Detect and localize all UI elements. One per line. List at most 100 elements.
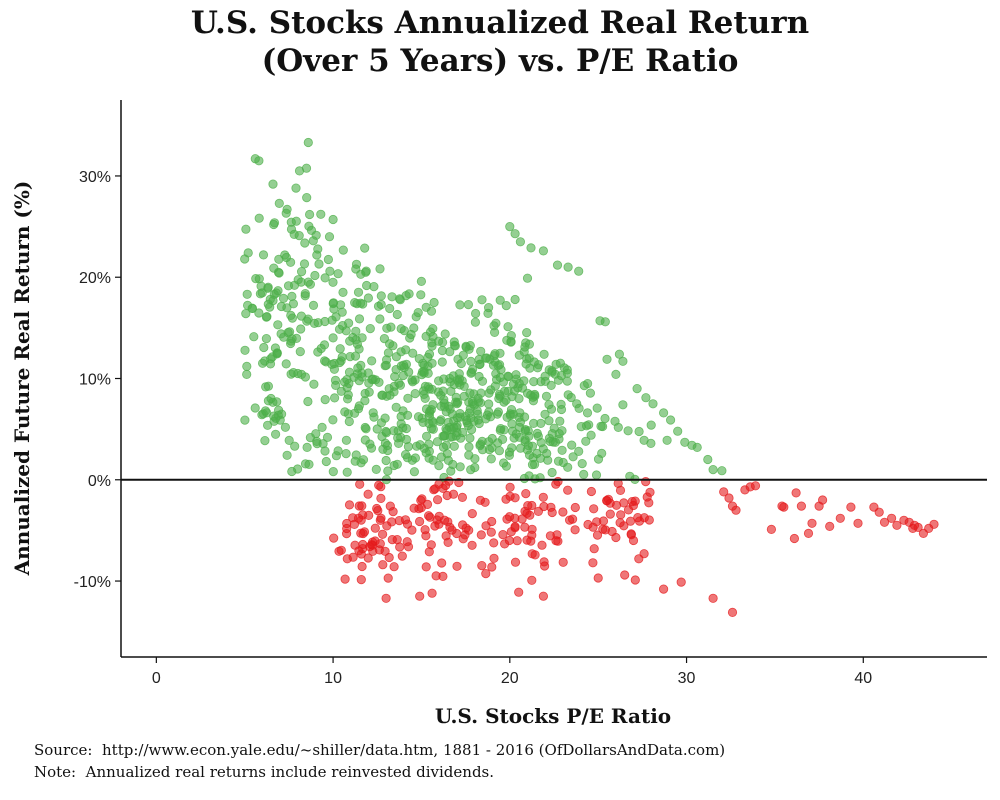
data-point (383, 466, 393, 476)
data-point (510, 294, 520, 305)
data-point (504, 450, 514, 460)
data-point (445, 373, 455, 384)
data-point (610, 416, 620, 426)
data-point (302, 442, 312, 452)
data-point (526, 243, 536, 253)
source-link[interactable]: http://www.econ.yale.edu/~shiller/data.h… (102, 741, 434, 759)
data-point (458, 427, 468, 438)
data-point (645, 487, 655, 497)
data-point (563, 390, 573, 400)
data-point (581, 436, 591, 446)
data-point (520, 437, 530, 447)
data-point (410, 453, 420, 463)
data-point (835, 513, 845, 523)
x-tick-label: 0 (152, 670, 161, 687)
source-suffix: , 1881 - 2016 (OfDollarsAndData.com) (433, 741, 726, 759)
data-point (444, 476, 454, 486)
data-point (455, 300, 465, 310)
data-point (341, 435, 351, 445)
data-point (331, 451, 341, 461)
note-caption: Note: Annualized real returns include re… (34, 763, 495, 781)
data-point (305, 432, 315, 443)
data-point (465, 340, 475, 351)
data-point (404, 289, 414, 299)
data-point (389, 460, 399, 471)
data-point (539, 349, 549, 359)
data-point (467, 508, 477, 519)
data-point (432, 437, 442, 447)
data-point (592, 403, 602, 413)
data-point (262, 311, 272, 322)
data-point (342, 467, 352, 477)
data-point (563, 485, 573, 495)
data-point (389, 562, 399, 572)
data-point (312, 250, 322, 260)
data-point (501, 461, 511, 471)
y-tick-label: 30% (79, 169, 111, 186)
data-point (296, 324, 306, 334)
data-point (618, 356, 628, 366)
x-tick-label: 20 (501, 670, 519, 687)
data-point (507, 391, 517, 402)
data-point (303, 396, 313, 407)
data-point (351, 335, 361, 345)
data-point (549, 423, 559, 433)
data-point (328, 298, 338, 309)
data-point (300, 238, 310, 248)
data-point (583, 519, 593, 530)
data-point (375, 264, 385, 274)
data-point (353, 287, 364, 297)
data-point (593, 454, 604, 464)
y-tick-label: -10% (74, 574, 111, 591)
data-point (625, 516, 636, 526)
data-point (320, 446, 330, 456)
data-point (340, 574, 350, 584)
data-point (350, 351, 361, 361)
data-point (600, 413, 610, 424)
data-point (673, 426, 683, 436)
data-point (477, 560, 487, 571)
y-tick-label: 10% (79, 372, 111, 389)
data-point (731, 505, 741, 515)
data-point (333, 269, 343, 279)
data-point (539, 561, 550, 571)
data-point (292, 464, 303, 474)
data-point (544, 433, 555, 443)
data-point (511, 370, 521, 380)
data-point (410, 388, 420, 399)
data-point (489, 553, 499, 563)
data-point (258, 250, 269, 260)
data-point (449, 337, 459, 347)
chart-title-line-2: (Over 5 Years) vs. P/E Ratio (261, 43, 739, 79)
data-point (334, 546, 344, 556)
data-point (507, 419, 517, 429)
data-point (287, 313, 297, 323)
data-point (490, 381, 500, 391)
data-point (331, 312, 341, 322)
data-point (421, 431, 432, 441)
data-point (280, 422, 290, 432)
data-point (421, 404, 432, 414)
data-point (484, 399, 494, 409)
data-point (505, 482, 515, 492)
data-point (436, 401, 446, 411)
data-point (387, 534, 397, 545)
data-point (475, 439, 485, 449)
data-point (708, 464, 718, 475)
data-point (357, 501, 367, 511)
data-point (467, 540, 477, 550)
data-point (620, 570, 630, 580)
data-point (354, 314, 365, 324)
data-point (703, 454, 713, 465)
data-point (358, 299, 368, 309)
data-point (909, 520, 920, 530)
data-point (486, 527, 496, 537)
data-point (495, 295, 505, 305)
data-point (300, 288, 310, 299)
data-point (506, 404, 517, 415)
data-point (425, 327, 436, 337)
data-point (349, 408, 360, 418)
data-point (646, 438, 656, 448)
data-point (463, 420, 473, 431)
data-point (817, 495, 828, 505)
